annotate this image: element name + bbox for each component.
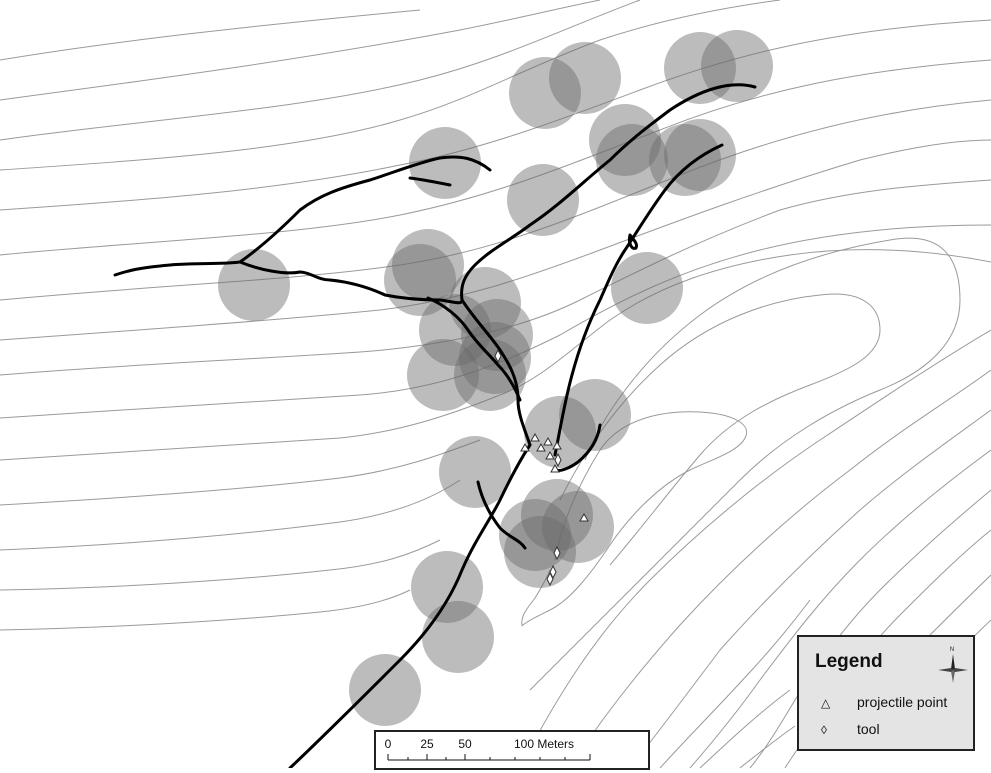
contour-line	[0, 589, 411, 631]
contour-line	[0, 479, 461, 551]
site-buffer	[392, 229, 464, 301]
projectile-point-marker	[520, 442, 530, 452]
contour-line	[0, 99, 991, 301]
site-buffer	[449, 267, 521, 339]
site-buffer	[549, 42, 621, 114]
contour-line	[0, 249, 991, 461]
contour-line	[0, 139, 991, 341]
artifacts	[494, 348, 589, 587]
trail	[426, 296, 522, 402]
site-buffer	[422, 601, 494, 673]
site-buffer	[461, 299, 533, 371]
legend-item-label: projectile point	[857, 694, 948, 710]
site-buffer	[349, 654, 421, 726]
trail	[628, 233, 638, 250]
site-buffer	[499, 499, 571, 571]
site-buffer	[521, 479, 593, 551]
site-buffer	[542, 491, 614, 563]
scale-tick-label: 25	[420, 737, 434, 751]
projectile-point-marker	[579, 512, 589, 522]
tool-marker	[546, 571, 554, 587]
trail	[476, 480, 527, 550]
scale-tick-label: 50	[458, 737, 472, 751]
contour-line	[0, 224, 991, 419]
site-buffer	[419, 294, 491, 366]
trail	[460, 83, 757, 302]
contour-line	[0, 179, 991, 376]
contour-line	[659, 599, 811, 768]
contour-line	[689, 449, 991, 768]
contour-line	[0, 19, 991, 211]
contour-line	[0, 0, 641, 141]
contour-line	[0, 0, 601, 101]
tool-marker	[553, 545, 561, 561]
site-buffer	[509, 57, 581, 129]
contour-line	[521, 569, 551, 627]
site-buffer	[218, 249, 290, 321]
site-buffers	[218, 30, 773, 726]
north-label: N	[950, 647, 954, 653]
contour-line	[749, 489, 991, 768]
contour-line	[0, 59, 991, 256]
contour-line	[0, 0, 781, 171]
trail	[408, 176, 452, 187]
trail	[113, 155, 492, 277]
site-buffer	[611, 252, 683, 324]
projectile-point-marker	[536, 442, 546, 452]
site-buffer	[454, 339, 526, 411]
contour-line	[0, 439, 481, 506]
contour-line	[569, 369, 991, 768]
legend-item-tool: ◊ tool	[821, 721, 880, 737]
contour-line	[519, 329, 991, 768]
trail	[460, 298, 532, 447]
site-buffer	[407, 339, 479, 411]
north-arrow-icon: N	[938, 647, 968, 683]
trail	[238, 260, 464, 305]
contour-line	[739, 725, 796, 768]
site-buffer	[439, 436, 511, 508]
site-buffer	[559, 379, 631, 451]
contour-line	[699, 689, 791, 768]
trail	[553, 423, 602, 472]
scale-tick-label: 0	[385, 737, 392, 751]
projectile-point-marker	[545, 450, 555, 460]
scale-tick-label: 100 Meters	[514, 737, 574, 751]
legend: Legend N △ projectile point ◊ tool	[797, 635, 975, 751]
legend-item-projectile-point: △ projectile point	[821, 694, 947, 710]
trails	[113, 83, 757, 768]
contour-line	[559, 293, 881, 566]
tool-marker	[554, 452, 562, 468]
trail	[288, 443, 532, 768]
tool-marker	[494, 348, 502, 364]
contour-line	[529, 237, 961, 691]
contour-line	[521, 411, 747, 627]
projectile-point-marker	[543, 436, 553, 446]
site-buffer	[507, 164, 579, 236]
projectile-point-marker	[530, 432, 540, 442]
scale-bar: 0 25 50 100 Meters	[374, 730, 650, 770]
site-buffer	[504, 516, 576, 588]
site-buffer	[411, 551, 483, 623]
site-buffer	[649, 124, 721, 196]
contour-line	[0, 539, 441, 591]
site-buffer	[701, 30, 773, 102]
site-buffer	[596, 124, 668, 196]
contour-line	[629, 409, 991, 768]
trail	[553, 143, 724, 457]
projectile-point-marker	[552, 440, 562, 450]
projectile-point-icon: △	[821, 696, 831, 710]
projectile-point-marker	[550, 463, 560, 473]
legend-item-label: tool	[857, 721, 880, 737]
legend-title: Legend	[815, 651, 883, 672]
contour-line	[0, 9, 421, 61]
tool-icon: ◊	[821, 723, 827, 737]
scale-bar-graphic: 0 25 50 100 Meters	[385, 737, 591, 761]
site-buffer	[589, 104, 661, 176]
